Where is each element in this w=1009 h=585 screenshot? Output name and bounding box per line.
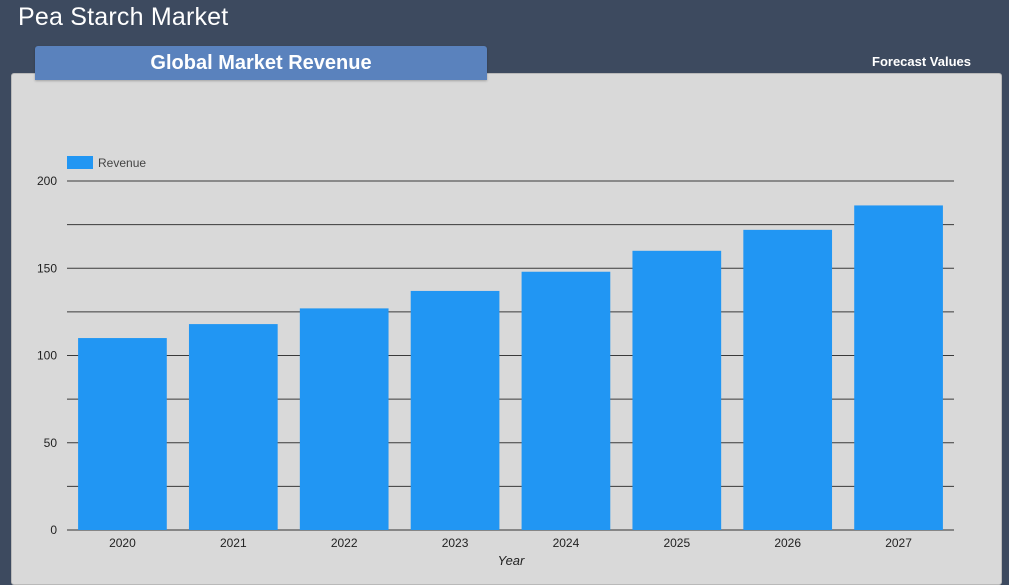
bar-2023[interactable]	[410, 290, 500, 530]
x-tick-label: 2020	[109, 536, 136, 550]
page-title: Pea Starch Market	[18, 3, 229, 31]
forecast-values-label: Forecast Values	[872, 54, 971, 69]
x-tick-label: 2025	[663, 536, 690, 550]
bar-2021[interactable]	[188, 324, 278, 530]
bar-2020[interactable]	[78, 338, 167, 530]
y-tick-label: 100	[37, 349, 57, 363]
x-tick-label: 2024	[553, 536, 580, 550]
x-tick-label: 2021	[220, 536, 247, 550]
revenue-bar-chart: 0 50 100 150 200 2020 2021 2022 2023 2024 2025 2026…	[37, 156, 954, 568]
x-tick-label: 2026	[774, 536, 801, 550]
y-tick-label: 200	[37, 174, 57, 188]
y-tick-label: 150	[37, 261, 57, 275]
y-tick-label: 0	[50, 523, 57, 537]
x-axis-title: Year	[498, 553, 525, 568]
legend: Revenue	[67, 156, 146, 170]
chart-tab-title[interactable]: Global Market Revenue	[35, 46, 487, 80]
bar-2025[interactable]	[632, 250, 722, 531]
legend-swatch-revenue	[67, 156, 93, 169]
x-tick-label: 2027	[885, 536, 912, 550]
bars	[78, 205, 943, 531]
chart-panel	[11, 73, 1002, 585]
bar-2026[interactable]	[743, 229, 833, 531]
axes: 0 50 100 150 200 2020 2021 2022 2023 2024 2025 2026…	[37, 174, 912, 550]
x-tick-label: 2022	[331, 536, 358, 550]
bar-2024[interactable]	[521, 271, 611, 530]
bar-2022[interactable]	[299, 308, 389, 530]
legend-label-revenue: Revenue	[98, 156, 146, 170]
x-tick-label: 2023	[442, 536, 469, 550]
bar-2027[interactable]	[854, 205, 943, 530]
y-tick-label: 50	[44, 436, 58, 450]
